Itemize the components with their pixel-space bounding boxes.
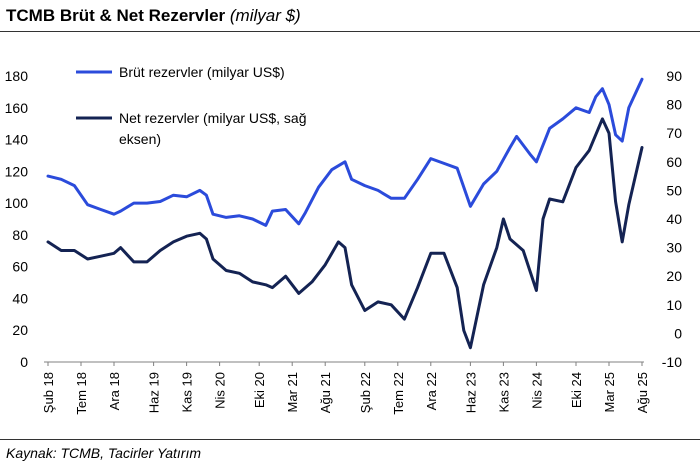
y-right-tick-label: 40 — [666, 211, 682, 227]
y-right-tick-label: 90 — [666, 68, 682, 84]
gross-reserves-line — [46, 77, 644, 227]
y-left-tick-label: 0 — [20, 354, 28, 370]
chart-axes: Şub 18 Tem 18 Ara 18 Haz 19 Kas 19 Nis 20 Eki … — [5, 68, 683, 415]
y-left-tick-label: 120 — [5, 163, 29, 179]
chart-title: TCMB Brüt & Net Rezervler (milyar $) — [6, 6, 301, 26]
source-note: Kaynak: TCMB, Tacirler Yatırım — [6, 445, 202, 461]
x-tick-label: Tem 18 — [74, 372, 89, 415]
x-tick-label: Şub 18 — [41, 372, 56, 413]
y-right-tick-label: -10 — [662, 354, 682, 370]
x-tick-label: Ara 18 — [107, 372, 122, 410]
x-tick-label: Kas 19 — [180, 372, 195, 412]
y-right-tick-label: 30 — [666, 240, 682, 256]
x-tick-label: Haz 19 — [147, 372, 162, 413]
y-left-tick-label: 160 — [5, 100, 29, 116]
y-right-tick-label: 0 — [674, 325, 682, 341]
x-tick-label: Nis 24 — [529, 372, 544, 409]
y-left-tick-label: 140 — [5, 132, 29, 148]
net-reserves-line — [46, 117, 644, 350]
x-tick-label: Haz 23 — [463, 372, 478, 413]
chart-lines — [46, 77, 644, 350]
x-tick-label: Ara 22 — [424, 372, 439, 410]
x-tick-label: Mar 25 — [602, 372, 617, 412]
y-left-tick-label: 20 — [12, 322, 28, 338]
x-tick-label: Tem 22 — [391, 372, 406, 415]
legend-label-net: Net rezervler (milyar US$, sağ eksen) — [119, 110, 307, 147]
y-left-tick-label: 40 — [12, 290, 28, 306]
y-left-tick-label: 180 — [5, 68, 29, 84]
x-tick-label: Ağu 21 — [318, 372, 333, 413]
y-right-tick-label: 50 — [666, 182, 682, 198]
footer-divider — [0, 439, 700, 440]
chart-title-main: TCMB Brüt & Net Rezervler — [6, 6, 226, 25]
chart-title-unit: (milyar $) — [229, 6, 301, 25]
chart-legend: Brüt rezervler (milyar US$) Net rezervler… — [76, 64, 307, 147]
y-right-tick-label: 20 — [666, 268, 682, 284]
x-tick-label: Nis 20 — [213, 372, 228, 409]
legend-label-gross: Brüt rezervler (milyar US$) — [119, 64, 285, 80]
x-tick-label: Şub 22 — [358, 372, 373, 413]
y-left-tick-label: 100 — [5, 195, 29, 211]
y-right-tick-label: 80 — [666, 97, 682, 113]
y-left-tick-label: 60 — [12, 259, 28, 275]
title-divider — [0, 31, 700, 32]
x-tick-label: Eki 20 — [252, 372, 267, 408]
y-right-tick-label: 60 — [666, 154, 682, 170]
x-tick-label: Eki 24 — [569, 372, 584, 408]
y-right-tick-label: 10 — [666, 297, 682, 313]
x-tick-label: Mar 21 — [285, 372, 300, 412]
x-tick-label: Ağu 25 — [635, 372, 650, 413]
x-tick-label: Kas 23 — [496, 372, 511, 412]
y-right-tick-label: 70 — [666, 125, 682, 141]
y-left-tick-label: 80 — [12, 227, 28, 243]
